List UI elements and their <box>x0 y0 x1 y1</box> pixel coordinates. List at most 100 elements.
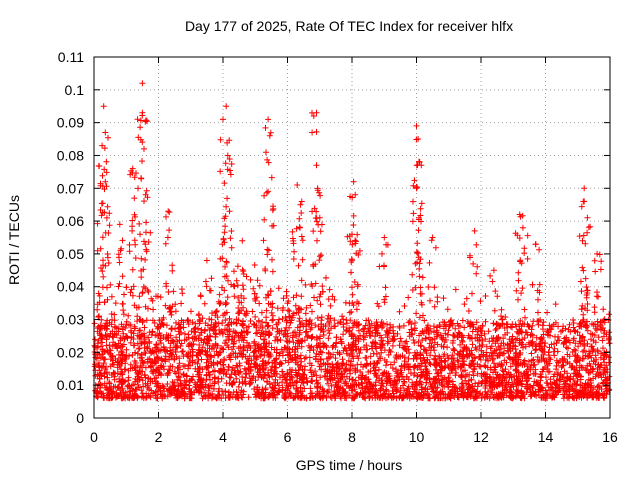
data-point <box>130 342 137 349</box>
data-point <box>592 339 599 346</box>
data-point <box>363 346 370 353</box>
data-point <box>289 228 296 235</box>
data-point <box>165 289 172 295</box>
data-point <box>409 271 416 278</box>
data-point <box>571 327 578 334</box>
data-point <box>339 313 346 320</box>
data-point <box>326 286 333 293</box>
data-point <box>138 175 145 182</box>
data-point <box>169 262 176 269</box>
chart-title: Day 177 of 2025, Rate Of TEC Index for r… <box>185 18 513 34</box>
data-point <box>469 368 476 375</box>
data-point <box>221 287 228 294</box>
data-point <box>92 336 99 343</box>
data-point <box>485 328 492 335</box>
data-point <box>132 255 139 261</box>
data-point <box>560 395 567 402</box>
data-point <box>569 393 576 400</box>
data-point <box>234 282 241 289</box>
data-point <box>263 378 270 385</box>
data-point <box>157 337 163 344</box>
data-point <box>555 323 562 330</box>
data-point <box>209 395 215 402</box>
data-point <box>141 145 147 152</box>
data-point <box>293 385 300 391</box>
data-point <box>419 274 426 281</box>
data-point <box>349 324 356 331</box>
data-point <box>481 330 488 337</box>
data-point <box>136 293 143 300</box>
data-point <box>581 347 588 354</box>
x-tick-label: 14 <box>538 429 554 445</box>
data-point <box>576 233 583 240</box>
data-point <box>578 203 585 210</box>
data-point <box>269 312 276 319</box>
data-point <box>551 371 558 378</box>
data-point <box>136 367 143 374</box>
data-point <box>357 390 364 396</box>
data-point <box>276 382 282 389</box>
data-point <box>527 332 534 339</box>
data-point <box>290 339 297 346</box>
data-point <box>102 229 109 236</box>
data-point <box>381 234 388 241</box>
data-point <box>409 218 416 225</box>
data-point <box>321 392 328 399</box>
data-point <box>584 367 590 374</box>
data-point <box>215 388 222 395</box>
y-tick-label: 0.05 <box>57 246 84 262</box>
data-point <box>269 256 275 263</box>
data-point <box>331 323 338 330</box>
data-point <box>502 382 509 389</box>
data-point <box>442 363 449 370</box>
data-point <box>187 349 194 356</box>
data-point <box>581 185 588 192</box>
data-point <box>188 308 194 315</box>
data-point <box>99 268 106 275</box>
data-point <box>387 321 394 328</box>
data-point <box>279 307 286 314</box>
data-point <box>583 284 590 290</box>
data-point <box>546 322 553 329</box>
data-point <box>424 356 431 363</box>
data-point <box>512 336 519 343</box>
data-point <box>507 323 514 330</box>
data-point <box>116 221 123 228</box>
data-point <box>240 286 247 293</box>
data-point <box>166 305 173 311</box>
data-point <box>141 238 147 245</box>
data-point <box>552 301 559 308</box>
data-point <box>263 340 270 347</box>
data-point <box>149 297 156 304</box>
data-point <box>269 317 276 324</box>
data-point <box>294 340 301 347</box>
data-point <box>252 313 259 320</box>
data-point <box>194 360 201 367</box>
data-point <box>173 319 179 326</box>
data-point <box>282 333 289 340</box>
data-point <box>319 349 325 356</box>
data-point <box>263 189 270 196</box>
data-point <box>313 128 320 135</box>
data-point <box>441 364 448 371</box>
data-point <box>600 345 606 352</box>
data-point <box>220 312 227 319</box>
data-point <box>325 327 332 334</box>
data-point <box>227 374 234 381</box>
data-point <box>251 262 258 268</box>
data-point <box>169 267 176 274</box>
data-point <box>511 377 518 383</box>
data-point <box>528 350 535 357</box>
data-point <box>283 319 290 325</box>
data-point <box>400 322 407 329</box>
data-point <box>413 310 420 317</box>
data-point <box>223 103 230 110</box>
data-point <box>499 350 506 357</box>
data-point <box>461 301 468 308</box>
data-point <box>296 318 303 325</box>
data-point <box>142 256 149 263</box>
data-point <box>307 385 314 392</box>
data-point <box>342 378 349 385</box>
data-point <box>414 250 421 257</box>
